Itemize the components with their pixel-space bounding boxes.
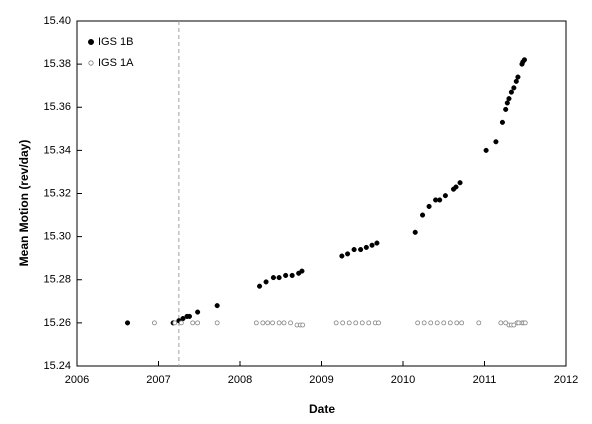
igs-1b-point (412, 229, 418, 235)
igs-1b-point (369, 242, 375, 248)
igs-1a-point (503, 320, 509, 326)
igs-1a-point (214, 320, 220, 326)
igs-1a-point (522, 320, 528, 326)
y-tick-label: 15.40 (43, 15, 71, 27)
igs-1b-point (180, 316, 186, 322)
igs-1b-point (363, 244, 369, 250)
igs-1a-point (366, 320, 372, 326)
igs-1a-point (195, 320, 201, 326)
igs-1b-point (521, 57, 527, 63)
y-tick-label: 15.24 (43, 360, 71, 372)
igs-1b-point (374, 240, 380, 246)
igs-1b-point (186, 313, 193, 319)
igs-1a-point (353, 320, 359, 326)
y-tick-label: 15.34 (43, 144, 71, 156)
igs-1b-point (457, 180, 463, 186)
igs-1a-point (376, 320, 381, 326)
igs-1b-point (515, 74, 521, 80)
igs-1a-point (415, 320, 421, 326)
igs-1b-point (263, 279, 269, 285)
igs-1b-point (504, 100, 510, 106)
igs-1a-point (359, 320, 365, 326)
igs-1b-point (420, 212, 426, 218)
igs-1a-point (428, 320, 434, 326)
legend-marker (88, 60, 94, 66)
y-tick-label: 15.38 (43, 58, 71, 70)
igs-1b-point (483, 147, 489, 153)
igs-1b-point (276, 275, 282, 281)
plot-frame (76, 20, 567, 367)
igs-1b-point (493, 139, 499, 145)
igs-1b-point (195, 309, 201, 315)
igs-1b-point (453, 184, 459, 190)
igs-1b-point (499, 119, 505, 125)
legend-label: IGS 1A (98, 57, 134, 69)
igs-1a-point (281, 320, 287, 326)
igs-1b-point (358, 247, 364, 253)
igs-1a-point (498, 320, 504, 326)
legend-marker (88, 39, 94, 45)
igs-1a-point (152, 320, 157, 326)
y-tick-label: 15.32 (43, 187, 71, 199)
igs-1a-point (434, 320, 440, 326)
igs-1a-point (190, 320, 196, 326)
x-axis-title: Date (309, 402, 335, 416)
x-tick-label: 2008 (228, 374, 252, 386)
igs-1a-point (178, 320, 184, 326)
x-tick-label: 2011 (473, 374, 497, 386)
igs-1b-point (503, 106, 509, 112)
y-tick-label: 15.26 (43, 317, 71, 329)
igs-1b-point (511, 85, 517, 91)
y-tick-label: 15.28 (43, 274, 71, 286)
igs-1b-point (351, 247, 357, 253)
igs-1a-point (459, 320, 465, 326)
igs-1b-point (513, 78, 519, 84)
igs-1a-point (276, 320, 282, 326)
x-tick-label: 2012 (554, 374, 578, 386)
igs-1a-point (260, 320, 266, 326)
igs-1b-point (124, 320, 131, 326)
igs-1b-point (283, 272, 289, 278)
igs-1a-point (172, 320, 178, 326)
y-tick-label: 15.30 (43, 231, 71, 243)
x-tick-label: 2007 (146, 374, 170, 386)
igs-1b-point (299, 268, 305, 274)
igs-1a-point (288, 320, 293, 326)
x-tick-label: 2006 (65, 374, 89, 386)
legend-label: IGS 1B (98, 36, 133, 48)
igs-1b-point (339, 253, 345, 259)
igs-1b-point (506, 96, 512, 102)
igs-1b-point (442, 193, 448, 199)
y-axis-title: Mean Motion (rev/day) (17, 140, 31, 267)
igs-1b-point (426, 203, 432, 209)
igs-1a-point (421, 320, 427, 326)
igs-1a-point (511, 322, 517, 328)
igs-1b-point (345, 251, 351, 257)
igs-1a-point (333, 320, 339, 326)
igs-1a-point (253, 320, 259, 326)
igs-1a-point (447, 320, 453, 326)
igs-1a-point (476, 320, 482, 326)
igs-1b-point (214, 303, 220, 309)
igs-1b-point (508, 89, 514, 95)
x-tick-label: 2009 (309, 374, 333, 386)
igs-1b-point (437, 197, 443, 203)
y-tick-label: 15.36 (43, 101, 71, 113)
igs-1a-point (454, 320, 460, 326)
igs-1a-point (300, 322, 306, 328)
igs-1a-point (346, 320, 352, 326)
igs-1b-point (257, 283, 263, 289)
igs-1a-point (265, 320, 271, 326)
igs-1b-point (270, 275, 276, 281)
igs-1b-point (289, 272, 295, 278)
x-tick-label: 2010 (391, 374, 415, 386)
igs-1a-point (441, 320, 447, 326)
igs-1a-point (270, 320, 276, 326)
igs-1a-point (340, 320, 346, 326)
